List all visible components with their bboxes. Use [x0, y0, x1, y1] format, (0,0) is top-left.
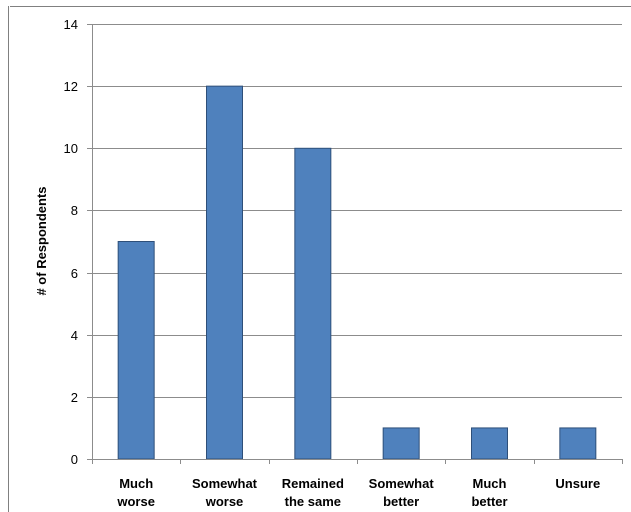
- y-tick-label: 4: [71, 328, 78, 343]
- x-category-label-line: Much: [119, 476, 153, 491]
- bar: [294, 147, 332, 460]
- x-category-label: Much better: [471, 476, 507, 509]
- x-category-labels: Much worse Somewhat worse Remained the same So…: [116, 476, 600, 509]
- y-tick-label: 14: [64, 17, 78, 32]
- y-tick-labels: 0 2 4 6 8 10 12 14: [64, 17, 78, 467]
- x-category-label-line: worse: [205, 494, 244, 509]
- x-category-label: Somewhat better: [369, 476, 435, 509]
- y-tick-label: 8: [71, 203, 78, 218]
- y-tick-label: 0: [71, 452, 78, 467]
- x-category-label-line: Somewhat: [192, 476, 258, 491]
- axes: [87, 24, 623, 464]
- x-category-label-line: Unsure: [555, 476, 600, 491]
- bar: [382, 427, 420, 460]
- x-category-label-line: Much: [473, 476, 507, 491]
- x-category-label: Remained the same: [282, 476, 344, 509]
- y-tick-label: 10: [64, 141, 78, 156]
- y-tick-label: 2: [71, 390, 78, 405]
- bar: [471, 427, 508, 460]
- y-tick-label: 12: [64, 79, 78, 94]
- x-category-label: Much worse: [116, 476, 155, 509]
- gridlines: [92, 24, 622, 398]
- x-category-label-line: Somewhat: [369, 476, 435, 491]
- x-category-label-line: better: [471, 494, 507, 509]
- bars: [117, 85, 597, 460]
- y-tick-label: 6: [71, 266, 78, 281]
- x-category-label: Somewhat worse: [192, 476, 258, 509]
- x-category-label-line: Remained: [282, 476, 344, 491]
- x-category-label-line: the same: [285, 494, 341, 509]
- y-axis-title: # of Respondents: [34, 186, 49, 295]
- x-category-label: Unsure: [555, 476, 600, 491]
- bar: [559, 427, 597, 460]
- x-category-label-line: worse: [116, 494, 155, 509]
- x-category-label-line: better: [383, 494, 419, 509]
- bar: [206, 85, 243, 460]
- bar: [117, 241, 155, 460]
